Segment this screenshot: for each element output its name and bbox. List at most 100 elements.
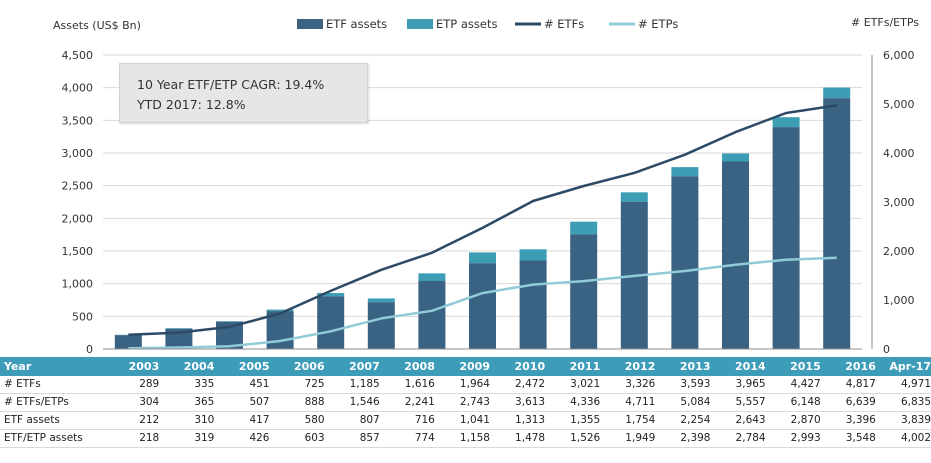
right-tick-label: 0 <box>883 343 890 356</box>
ytd-line: YTD 2017: 12.8% <box>137 97 246 112</box>
table-cell: 6,639 <box>845 396 876 408</box>
table-cell: 3,965 <box>735 378 766 390</box>
table-cell: 1,754 <box>625 414 656 426</box>
chart-area: 0 500 1,000 1,500 2,000 2,500 3,000 3,500 4,000 4… <box>53 16 919 356</box>
line-series <box>128 104 837 350</box>
table-cell: 6,835 <box>900 396 931 408</box>
table-row: ETF/ETP assets 218 319 426 603 857 774 1,158 1,4… <box>0 430 931 448</box>
left-axis-title: Assets (US$ Bn) <box>53 19 141 32</box>
table-cell: 335 <box>194 378 215 390</box>
table-cell: 5,557 <box>735 396 766 408</box>
bar-etp-assets <box>519 249 547 261</box>
left-tick-label: 2,000 <box>62 212 94 225</box>
table-cell: 3,839 <box>900 414 931 426</box>
line-etps <box>128 256 837 350</box>
bar-etf-assets <box>722 161 749 349</box>
table-cell: 3,593 <box>680 378 711 390</box>
line-etfs <box>128 104 837 337</box>
right-tick-label: 1,000 <box>883 294 915 307</box>
table-header-year: 2010 <box>489 357 546 376</box>
bar-etp-assets <box>266 309 294 312</box>
table-cell: 1,158 <box>459 432 490 444</box>
legend-swatch-etf-assets <box>297 19 323 29</box>
table-cell: 2,784 <box>735 432 766 444</box>
chart-svg: 0 500 1,000 1,500 2,000 2,500 3,000 3,500 4,000 4… <box>53 16 919 356</box>
table-cell: 1,041 <box>459 414 490 426</box>
bar-etp-assets <box>367 298 395 303</box>
table-header-year: 2007 <box>324 357 380 376</box>
table-cell: 289 <box>139 378 160 390</box>
left-tick-label: 500 <box>72 310 93 323</box>
table-cell: 2,643 <box>735 414 766 426</box>
right-tick-label: 2,000 <box>883 245 915 258</box>
table-cell: 212 <box>139 414 160 426</box>
bar-etp-assets <box>823 87 851 99</box>
table-cell: 2,993 <box>790 432 821 444</box>
table-cell: 218 <box>139 432 160 444</box>
bar-etp-assets <box>722 153 749 162</box>
table-header-label: Year <box>0 357 105 376</box>
table-cell: 716 <box>414 414 435 426</box>
table-row-label: ETF assets <box>4 414 60 426</box>
legend-swatch-etp-assets <box>407 19 433 29</box>
bar-etf-assets <box>772 127 800 350</box>
bar-etf-assets <box>519 260 547 349</box>
table-cell: 1,526 <box>570 432 601 444</box>
right-axis-title: # ETFs/ETPs <box>851 16 919 29</box>
table-cell: 417 <box>249 414 270 426</box>
bar-etf-assets <box>418 280 446 349</box>
legend-label-etf-assets: ETF assets <box>326 17 387 31</box>
table-header-year: Apr-17 <box>875 357 931 376</box>
table-cell: 1,313 <box>515 414 546 426</box>
bar-etp-assets <box>317 293 345 297</box>
table-header-year: 2006 <box>269 357 325 376</box>
table-cell: 507 <box>249 396 270 408</box>
bar-etf-assets <box>317 296 345 349</box>
bar-etp-assets <box>469 252 496 264</box>
table-header-year: 2004 <box>159 357 215 376</box>
data-table: Year 2003 2004 2005 2006 2007 2008 2009 2010 2011… <box>0 357 931 448</box>
cagr-annotation: 10 Year ETF/ETP CAGR: 19.4% YTD 2017: 12… <box>119 63 368 123</box>
left-tick-label: 3,500 <box>62 114 94 127</box>
table-cell: 2,254 <box>680 414 711 426</box>
table-header-year: 2005 <box>214 357 270 376</box>
legend: ETF assets ETP assets # ETFs # ETPs <box>297 17 678 31</box>
table-cell: 4,336 <box>570 396 601 408</box>
bar-etf-assets <box>671 176 699 349</box>
table-cell: 2,241 <box>404 396 435 408</box>
left-tick-label: 4,000 <box>62 82 94 95</box>
table-row: ETF assets 212 310 417 580 807 716 1,041 1,313 1,… <box>0 412 931 430</box>
right-tick-label: 5,000 <box>883 98 915 111</box>
table-header-year: 2016 <box>820 357 876 376</box>
table-header-year: 2014 <box>710 357 766 376</box>
table-cell: 1,964 <box>459 378 490 390</box>
table-cell: 1,949 <box>625 432 656 444</box>
legend-label-etfs: # ETFs <box>544 17 584 31</box>
table-cell: 319 <box>194 432 215 444</box>
table-cell: 2,743 <box>459 396 490 408</box>
table-row-label: # ETFs/ETPs <box>4 396 69 408</box>
table-cell: 2,398 <box>680 432 711 444</box>
bar-etf-assets <box>367 302 395 349</box>
table-cell: 807 <box>359 414 380 426</box>
table-cell: 603 <box>304 432 325 444</box>
left-tick-label: 1,000 <box>62 278 94 291</box>
table-cell: 1,546 <box>349 396 380 408</box>
table-header-year: 2013 <box>655 357 711 376</box>
table-cell: 3,326 <box>625 378 656 390</box>
table-cell: 3,613 <box>515 396 546 408</box>
cagr-line: 10 Year ETF/ETP CAGR: 19.4% <box>137 77 325 92</box>
table-cell: 725 <box>304 378 325 390</box>
table-cell: 451 <box>249 378 270 390</box>
bar-etp-assets <box>418 273 446 281</box>
left-tick-label: 2,500 <box>62 180 94 193</box>
table-cell: 304 <box>139 396 160 408</box>
bar-etf-assets <box>570 234 598 349</box>
table-cell: 1,355 <box>570 414 601 426</box>
left-tick-label: 0 <box>86 343 93 356</box>
table-row-label: ETF/ETP assets <box>4 432 83 444</box>
right-tick-label: 3,000 <box>883 196 915 209</box>
legend-label-etp-assets: ETP assets <box>436 17 498 31</box>
table-cell: 774 <box>414 432 435 444</box>
bar-etp-assets <box>772 117 800 128</box>
